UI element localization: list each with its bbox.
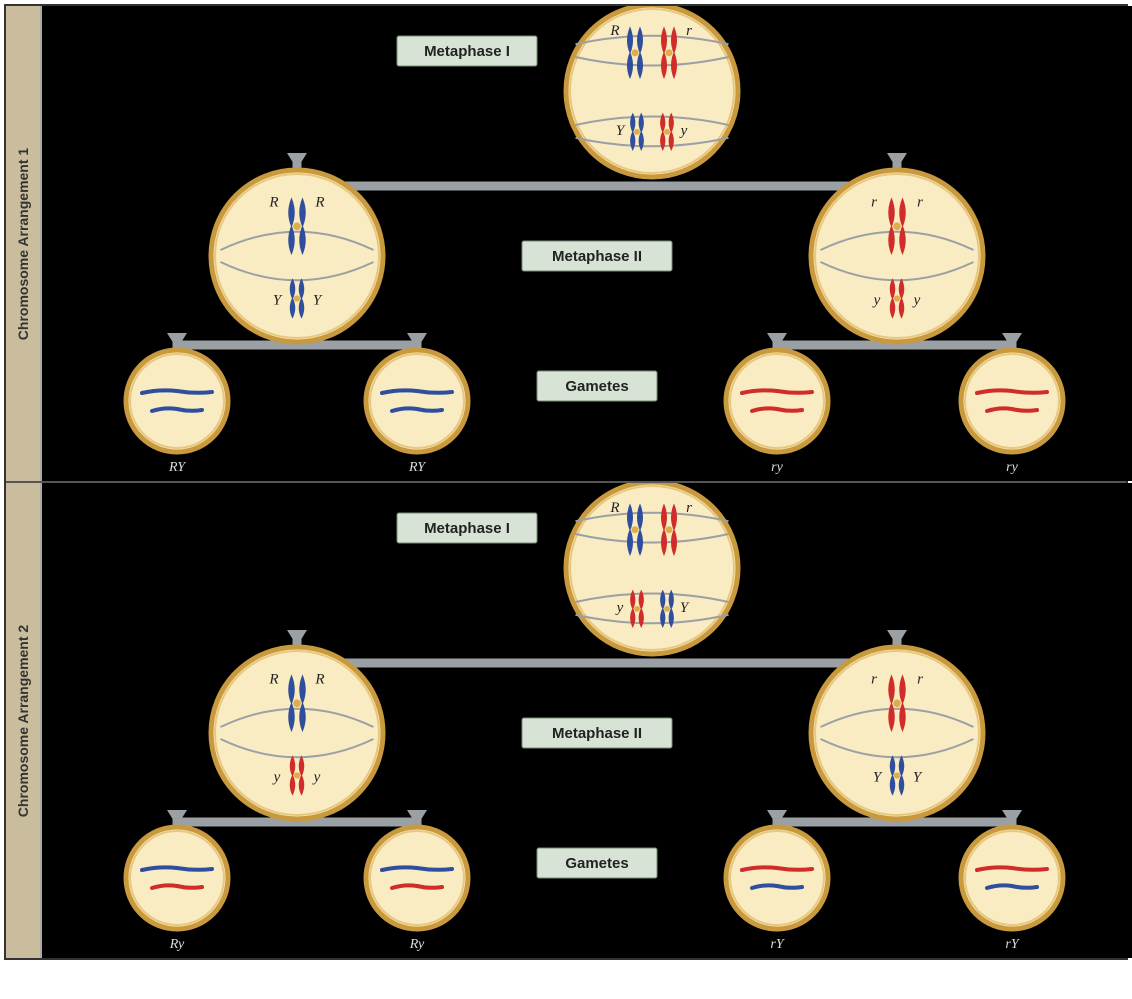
panel-row: Chromosome Arrangement 1RrYyRRYYrryyRYRY… [6,6,1126,481]
svg-text:R: R [609,500,619,516]
svg-text:y: y [312,770,321,786]
svg-text:R: R [268,671,278,687]
meiosis-diagram: RrYyRRYYrryyRYRYryryMetaphase IMetaphase… [42,6,1132,481]
side-label-text: Chromosome Arrangement 2 [15,624,31,816]
svg-text:Metaphase II: Metaphase II [552,725,642,742]
svg-text:y: y [615,600,624,616]
svg-text:y: y [679,123,688,139]
meiosis-diagram: RryYRRyyrrYYRyRyrYrYMetaphase IMetaphase… [42,483,1132,958]
gamete-label: rY [770,937,785,952]
side-label: Chromosome Arrangement 2 [6,483,42,958]
svg-text:r: r [871,194,877,210]
svg-text:r: r [686,500,692,516]
gamete-label: ry [1006,460,1018,475]
svg-text:r: r [686,23,692,39]
svg-text:R: R [268,194,278,210]
svg-text:R: R [314,194,324,210]
svg-text:R: R [609,23,619,39]
side-label: Chromosome Arrangement 1 [6,6,42,481]
svg-text:Metaphase II: Metaphase II [552,248,642,265]
svg-text:Gametes: Gametes [565,378,628,395]
svg-text:Metaphase I: Metaphase I [424,520,510,537]
gamete-label: Ry [169,937,185,952]
svg-text:r: r [917,194,923,210]
side-label-text: Chromosome Arrangement 1 [15,147,31,339]
gamete-label: Ry [409,937,425,952]
svg-text:r: r [871,671,877,687]
svg-text:y: y [872,293,881,309]
diagram-canvas: RryYRRyyrrYYRyRyrYrYMetaphase IMetaphase… [42,483,1132,958]
panel-row: Chromosome Arrangement 2RryYRRyyrrYYRyRy… [6,481,1126,958]
diagram-container: Chromosome Arrangement 1RrYyRRYYrryyRYRY… [4,4,1128,960]
svg-text:y: y [272,770,281,786]
svg-text:Metaphase I: Metaphase I [424,43,510,60]
gamete-label: RY [168,460,187,475]
svg-text:r: r [917,671,923,687]
gamete-label: rY [1005,937,1020,952]
svg-text:Gametes: Gametes [565,855,628,872]
diagram-canvas: RrYyRRYYrryyRYRYryryMetaphase IMetaphase… [42,6,1132,481]
gamete-label: RY [408,460,427,475]
gamete-label: ry [771,460,783,475]
svg-text:y: y [912,293,921,309]
svg-text:R: R [314,671,324,687]
